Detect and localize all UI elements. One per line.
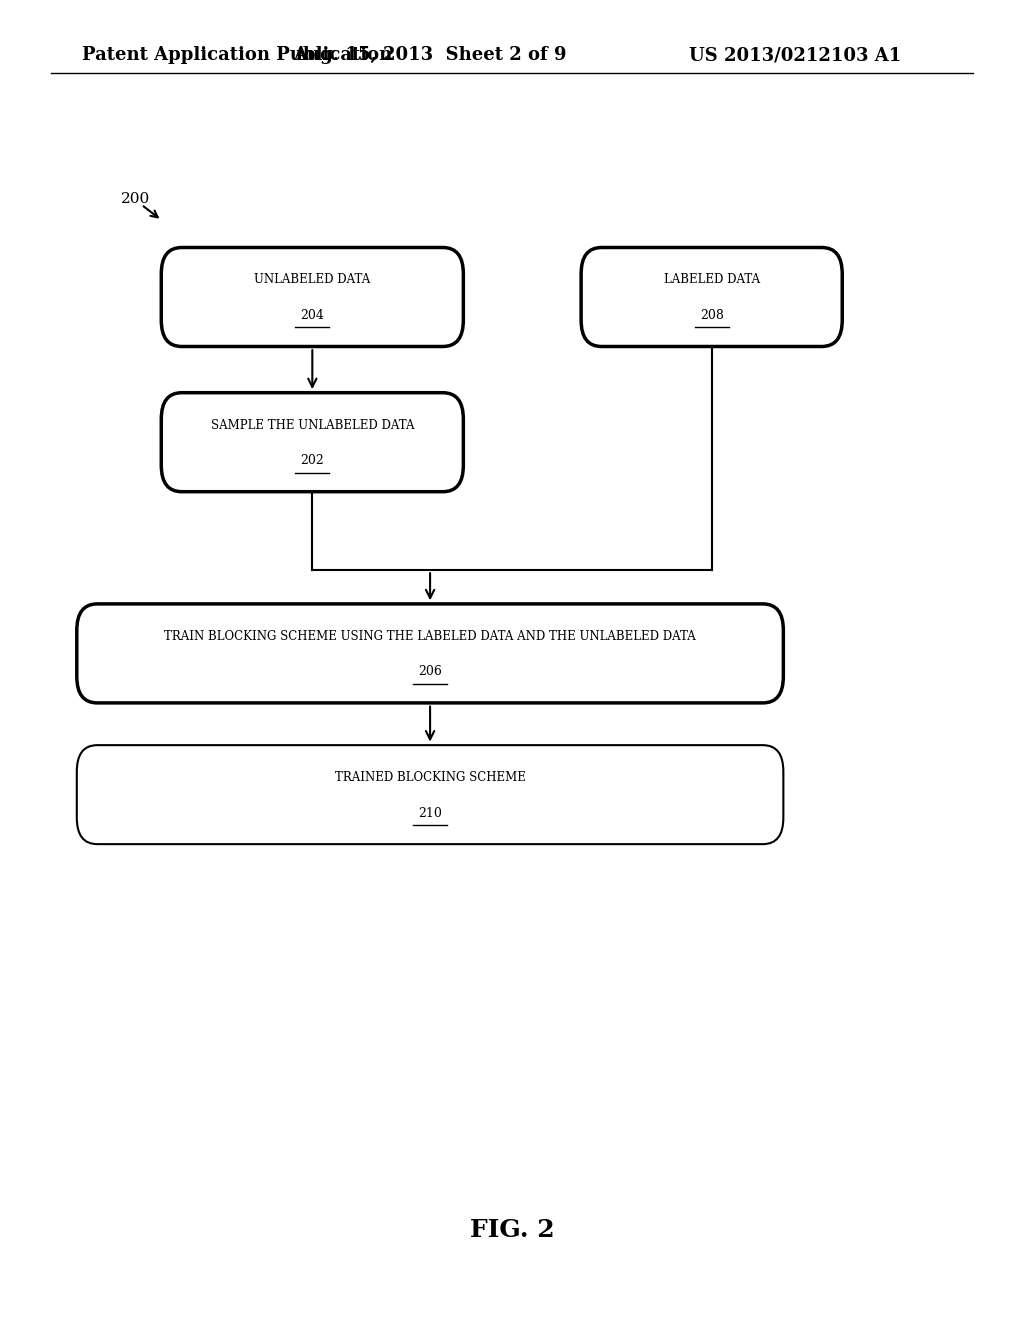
Text: US 2013/0212103 A1: US 2013/0212103 A1 (689, 46, 901, 65)
Text: TRAINED BLOCKING SCHEME: TRAINED BLOCKING SCHEME (335, 771, 525, 784)
FancyBboxPatch shape (77, 744, 783, 845)
Text: SAMPLE THE UNLABELED DATA: SAMPLE THE UNLABELED DATA (211, 418, 414, 432)
Text: 204: 204 (300, 309, 325, 322)
FancyBboxPatch shape (162, 393, 463, 491)
Text: TRAIN BLOCKING SCHEME USING THE LABELED DATA AND THE UNLABELED DATA: TRAIN BLOCKING SCHEME USING THE LABELED … (164, 630, 696, 643)
Text: 202: 202 (300, 454, 325, 467)
Text: UNLABELED DATA: UNLABELED DATA (254, 273, 371, 286)
Text: 210: 210 (418, 807, 442, 820)
Text: 200: 200 (121, 193, 151, 206)
FancyBboxPatch shape (77, 605, 783, 702)
Text: FIG. 2: FIG. 2 (470, 1218, 554, 1242)
Text: 208: 208 (699, 309, 724, 322)
Text: Aug. 15, 2013  Sheet 2 of 9: Aug. 15, 2013 Sheet 2 of 9 (293, 46, 567, 65)
Text: 206: 206 (418, 665, 442, 678)
Text: LABELED DATA: LABELED DATA (664, 273, 760, 286)
FancyBboxPatch shape (581, 248, 842, 346)
Text: Patent Application Publication: Patent Application Publication (82, 46, 392, 65)
FancyBboxPatch shape (162, 248, 463, 346)
